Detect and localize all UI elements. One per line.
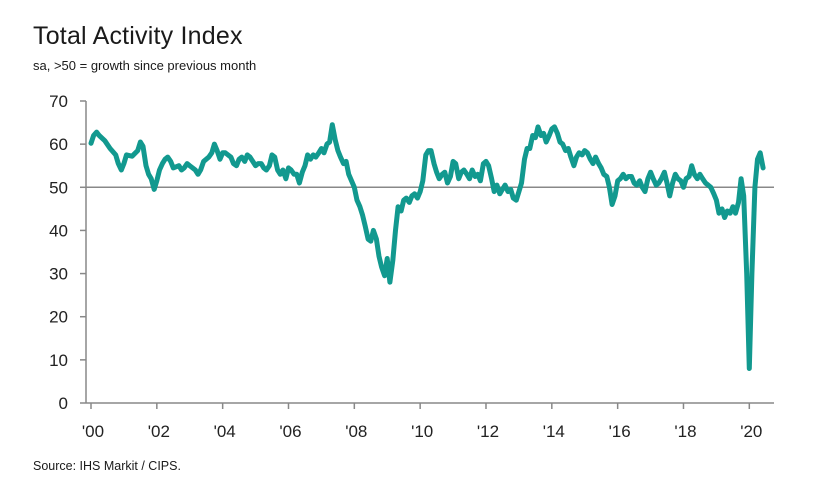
x-tick-label: '14 bbox=[543, 422, 565, 441]
x-tick-label: '02 bbox=[148, 422, 170, 441]
x-tick-label: '06 bbox=[279, 422, 301, 441]
x-tick-label: '00 bbox=[82, 422, 104, 441]
y-tick-label: 60 bbox=[49, 135, 68, 154]
x-tick-label: '10 bbox=[411, 422, 433, 441]
y-axis: 0 10 20 30 40 50 60 70 bbox=[49, 92, 87, 413]
y-tick-label: 40 bbox=[49, 221, 68, 240]
x-tick-label: '08 bbox=[345, 422, 367, 441]
x-tick-label: '18 bbox=[674, 422, 696, 441]
y-tick-label: 70 bbox=[49, 92, 68, 111]
y-tick-label: 30 bbox=[49, 265, 68, 284]
y-tick-label: 20 bbox=[49, 308, 68, 327]
source-note: Source: IHS Markit / CIPS. bbox=[33, 459, 181, 473]
x-axis: '00 '02 '04 '06 '08 '10 '12 '14 '16 '18 '20 bbox=[82, 402, 774, 441]
chart-subtitle: sa, >50 = growth since previous month bbox=[33, 58, 257, 73]
series-line-total-activity-index bbox=[88, 122, 766, 371]
y-tick-label: 10 bbox=[49, 351, 68, 370]
x-tick-label: '04 bbox=[214, 422, 236, 441]
y-tick-label: 0 bbox=[59, 394, 68, 413]
x-tick-label: '12 bbox=[477, 422, 499, 441]
x-tick-label: '16 bbox=[609, 422, 631, 441]
x-tick-label: '20 bbox=[740, 422, 762, 441]
y-tick-label: 50 bbox=[49, 178, 68, 197]
chart-title: Total Activity Index bbox=[33, 22, 243, 50]
series-group bbox=[88, 122, 766, 371]
